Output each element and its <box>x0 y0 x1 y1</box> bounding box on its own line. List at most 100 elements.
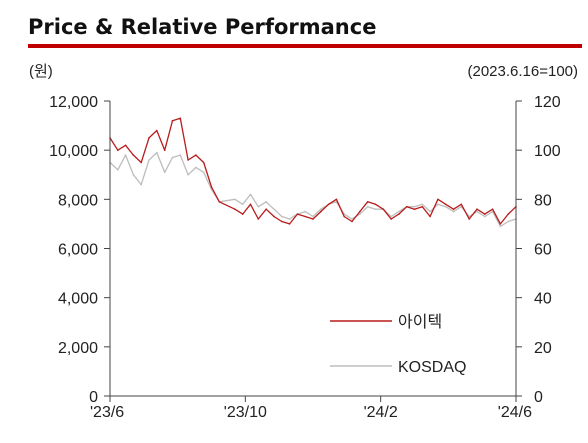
price-point <box>398 213 400 215</box>
left-tick-label: 0 <box>89 389 98 406</box>
kosdaq-point <box>140 183 142 186</box>
price-point <box>452 208 455 210</box>
kosdaq-point <box>444 205 447 208</box>
legend: 아이텍 KOSDAQ <box>330 313 466 376</box>
price-point <box>304 215 307 218</box>
kosdaq-point <box>187 174 189 176</box>
price-point <box>390 218 392 220</box>
right-tick-label: 120 <box>534 94 561 111</box>
right-axis-unit: (2023.6.16=100) <box>467 63 578 80</box>
series-lines <box>109 117 517 228</box>
right-tick-label: 20 <box>534 340 552 357</box>
kosdaq-point <box>281 215 283 218</box>
kosdaq-point <box>499 225 502 228</box>
right-tick-label: 60 <box>534 242 552 259</box>
price-point <box>366 201 369 203</box>
left-axis-unit: (원) <box>29 63 53 80</box>
left-tick-label: 10,000 <box>49 143 98 160</box>
price-point <box>476 208 478 210</box>
price-point <box>249 203 252 206</box>
right-tick-label: 40 <box>534 291 552 308</box>
kosdaq-point <box>249 193 252 196</box>
price-point <box>163 149 166 151</box>
right-tick-label: 80 <box>534 192 552 209</box>
price-point <box>265 208 268 210</box>
kosdaq-point <box>171 156 174 159</box>
price-point <box>234 208 236 210</box>
x-tick-label: '24/2 <box>364 404 398 421</box>
kosdaq-point <box>179 154 182 156</box>
price-point <box>132 154 135 156</box>
kosdaq-point <box>124 154 127 156</box>
kosdaq-point <box>366 205 369 208</box>
kosdaq-point <box>413 205 416 208</box>
price-point <box>156 129 158 132</box>
kosdaq-point <box>163 171 166 174</box>
price-point <box>444 203 447 206</box>
kosdaq-point <box>156 151 158 154</box>
x-tick-label: '24/6 <box>498 404 532 421</box>
kosdaq-point <box>117 169 119 171</box>
price-point <box>374 203 377 206</box>
price-point <box>320 210 322 213</box>
price-point <box>257 218 260 220</box>
price-point <box>382 208 385 210</box>
price-point <box>296 213 299 215</box>
kosdaq-point <box>452 210 455 213</box>
price-point <box>460 203 463 206</box>
kosdaq-point <box>421 203 424 206</box>
kosdaq-point <box>273 208 275 210</box>
kosdaq-point <box>507 220 510 223</box>
kosdaq-point <box>241 203 244 206</box>
kosdaq-point <box>351 218 353 220</box>
price-point <box>171 119 174 122</box>
price-point <box>413 208 416 210</box>
kosdaq-point <box>257 205 260 208</box>
x-axis-ticks: '23/6 '23/10 '24/2 '24/6 <box>90 396 532 421</box>
price-point <box>241 213 244 215</box>
left-axis-ticks: 0 2,000 4,000 6,000 8,000 10,000 12,000 <box>49 94 110 406</box>
kosdaq-point <box>374 208 377 210</box>
price-point <box>281 220 283 223</box>
price-point <box>429 215 431 218</box>
price-point <box>343 215 346 218</box>
kosdaq-point <box>390 215 392 218</box>
kosdaq-point <box>484 215 486 218</box>
price-point <box>288 223 291 225</box>
kosdaq-point <box>195 166 197 169</box>
price-point <box>140 161 142 164</box>
price-point <box>351 220 353 223</box>
right-tick-label: 100 <box>534 143 561 160</box>
price-point <box>312 218 314 220</box>
price-point <box>187 159 189 161</box>
price-point <box>335 198 338 201</box>
price-point <box>210 186 213 188</box>
axes <box>109 101 517 397</box>
right-tick-label: 0 <box>534 389 543 406</box>
x-tick-label: '23/6 <box>90 404 124 421</box>
price-point <box>359 210 361 213</box>
left-tick-label: 6,000 <box>58 242 98 259</box>
price-point <box>507 213 510 215</box>
left-tick-label: 4,000 <box>58 291 98 308</box>
kosdaq-series-line <box>109 151 517 228</box>
price-point <box>491 208 494 210</box>
kosdaq-point <box>320 208 322 210</box>
kosdaq-point <box>437 203 439 206</box>
kosdaq-point <box>202 171 205 174</box>
price-point <box>421 205 424 208</box>
kosdaq-point <box>398 210 400 213</box>
kosdaq-point <box>476 210 478 213</box>
price-point <box>124 144 127 147</box>
price-points <box>109 117 517 225</box>
kosdaq-points <box>109 151 517 228</box>
x-tick-label: '23/10 <box>224 404 267 421</box>
price-point <box>117 149 119 151</box>
legend-label-kosdaq: KOSDAQ <box>398 359 466 376</box>
kosdaq-point <box>429 210 431 213</box>
kosdaq-point <box>148 159 150 161</box>
kosdaq-point <box>359 213 361 215</box>
price-point <box>405 205 408 208</box>
legend-label-price: 아이텍 <box>398 313 442 331</box>
